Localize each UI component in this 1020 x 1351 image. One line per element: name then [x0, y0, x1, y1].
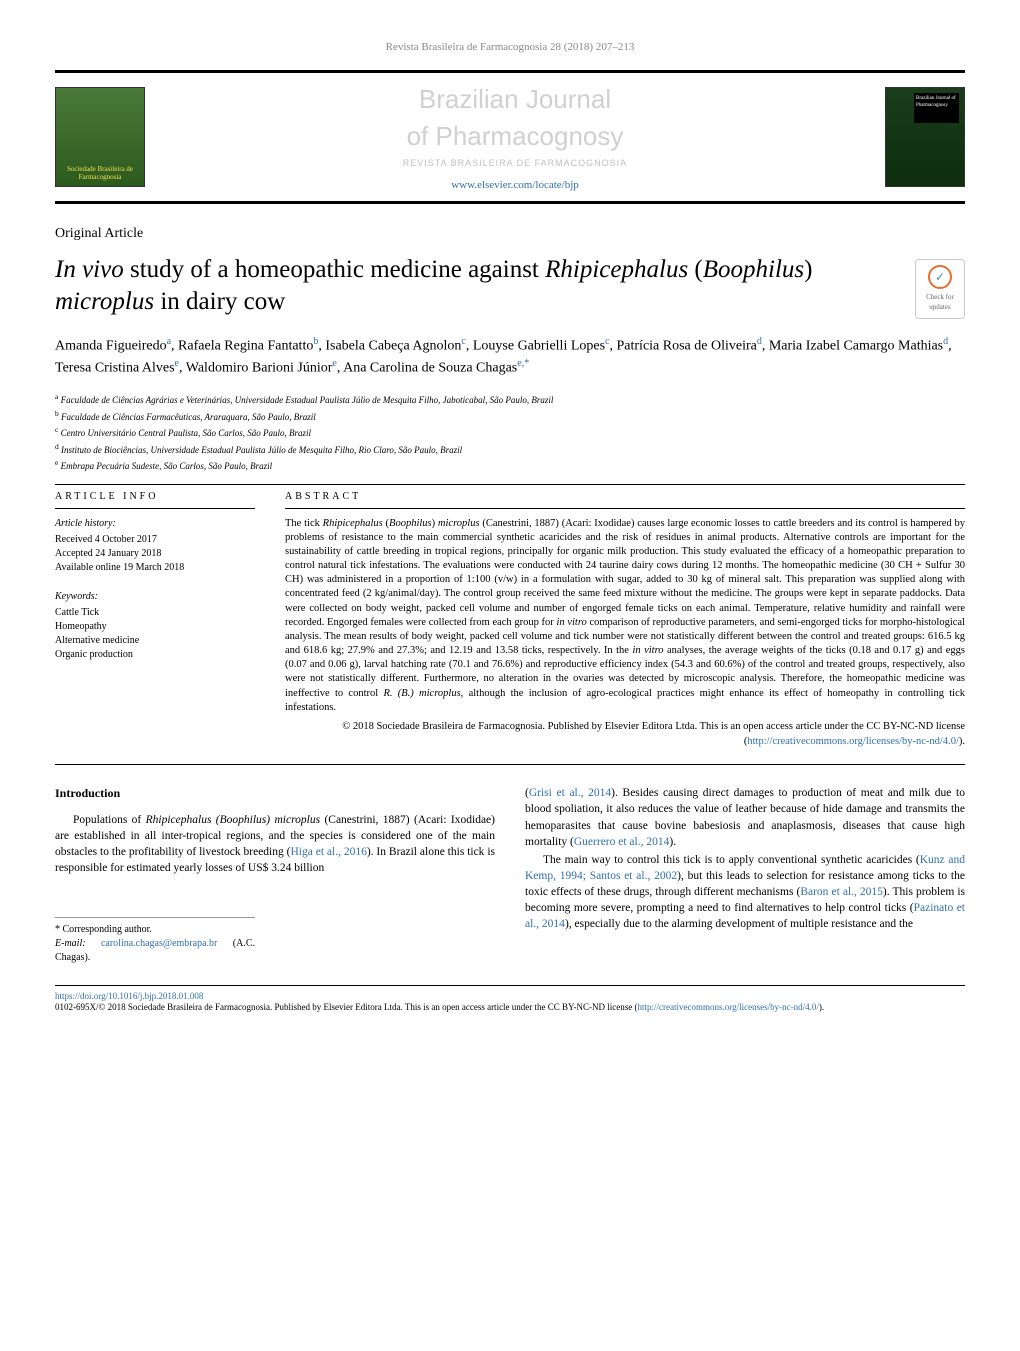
accepted-date: Accepted 24 January 2018	[55, 547, 255, 561]
abstract-text: The tick Rhipicephalus (Boophilus) micro…	[285, 517, 965, 715]
right-column: (Grisi et al., 2014). Besides causing di…	[525, 785, 965, 964]
left-column: Introduction Populations of Rhipicephalu…	[55, 785, 495, 964]
introduction-heading: Introduction	[55, 785, 495, 802]
body-text: Introduction Populations of Rhipicephalu…	[55, 785, 965, 964]
society-logo: Sociedade Brasileira de Farmacognosia	[55, 87, 145, 187]
corresponding-email[interactable]: carolina.chagas@embrapa.br	[101, 938, 217, 949]
abstract-column: ABSTRACT The tick Rhipicephalus (Boophil…	[285, 490, 965, 750]
license-link[interactable]: http://creativecommons.org/licenses/by-n…	[638, 1002, 819, 1012]
journal-cover: Brazilian Journal of Pharmacognosy	[885, 87, 965, 187]
keywords-label: Keywords:	[55, 590, 255, 604]
article-title: In vivo study of a homeopathic medicine …	[55, 254, 895, 319]
citation-link[interactable]: Grisi et al., 2014	[529, 787, 611, 799]
body-paragraph: The main way to control this tick is to …	[525, 852, 965, 932]
society-logo-text: Sociedade Brasileira de Farmacognosia	[61, 166, 139, 181]
journal-subtitle: REVISTA BRASILEIRA DE FARMACOGNOSIA	[145, 157, 885, 170]
affiliations: a Faculdade de Ciências Agrárias e Veter…	[55, 391, 965, 485]
citation-link[interactable]: Baron et al., 2015	[800, 886, 883, 898]
journal-cover-badge: Brazilian Journal of Pharmacognosy	[914, 93, 959, 123]
abstract-copyright: © 2018 Sociedade Brasileira de Farmacogn…	[285, 720, 965, 749]
check-updates-label: Check for updates	[916, 293, 964, 313]
journal-title-block: Brazilian Journal of Pharmacognosy REVIS…	[145, 81, 885, 193]
license-link[interactable]: http://creativecommons.org/licenses/by-n…	[747, 736, 959, 747]
article-type: Original Article	[55, 224, 965, 244]
abstract-heading: ABSTRACT	[285, 490, 965, 509]
journal-title-line2: of Pharmacognosy	[145, 118, 885, 154]
citation-link[interactable]: Higa et al., 2016	[290, 846, 366, 858]
journal-url[interactable]: www.elsevier.com/locate/bjp	[145, 178, 885, 193]
journal-reference: Revista Brasileira de Farmacognosia 28 (…	[55, 40, 965, 55]
keyword: Alternative medicine	[55, 634, 255, 648]
journal-title-line1: Brazilian Journal	[145, 81, 885, 117]
article-info-heading: ARTICLE INFO	[55, 490, 255, 509]
footer: https://doi.org/10.1016/j.bjp.2018.01.00…	[55, 985, 965, 1014]
body-paragraph: Populations of Rhipicephalus (Boophilus)…	[55, 812, 495, 876]
keyword: Homeopathy	[55, 620, 255, 634]
received-date: Received 4 October 2017	[55, 533, 255, 547]
online-date: Available online 19 March 2018	[55, 561, 255, 575]
citation-link[interactable]: Guerrero et al., 2014	[574, 836, 669, 848]
article-info-sidebar: ARTICLE INFO Article history: Received 4…	[55, 490, 255, 750]
check-updates-badge[interactable]: ✓ Check for updates	[915, 259, 965, 319]
doi-link[interactable]: https://doi.org/10.1016/j.bjp.2018.01.00…	[55, 991, 965, 1003]
keyword: Organic production	[55, 648, 255, 662]
keyword: Cattle Tick	[55, 606, 255, 620]
authors-list: Amanda Figueiredoa, Rafaela Regina Fanta…	[55, 334, 965, 379]
body-paragraph: (Grisi et al., 2014). Besides causing di…	[525, 785, 965, 849]
corresponding-author: * Corresponding author. E-mail: carolina…	[55, 917, 255, 965]
journal-header: Sociedade Brasileira de Farmacognosia Br…	[55, 70, 965, 204]
bookmark-icon: ✓	[928, 265, 952, 289]
article-history-label: Article history:	[55, 517, 255, 531]
